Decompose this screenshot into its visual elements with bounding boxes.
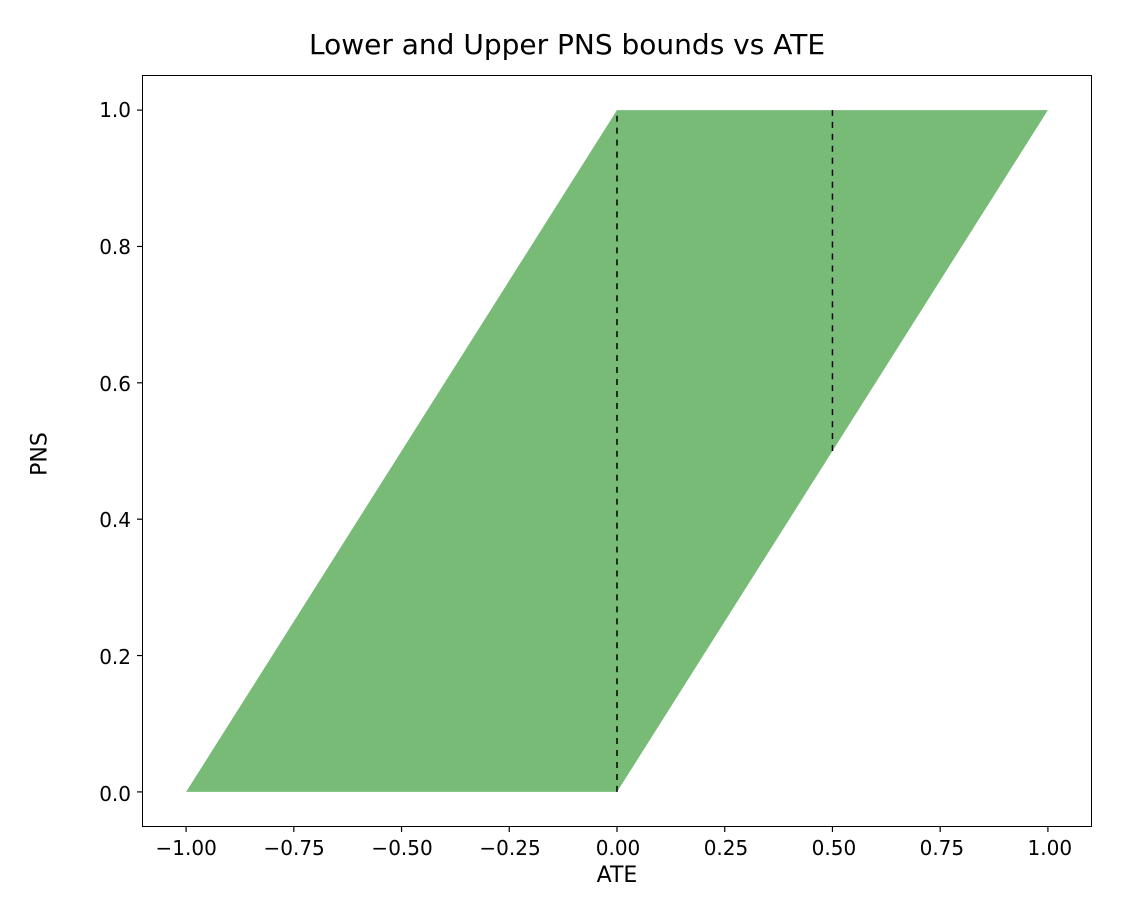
xtick-label: 0.25 (704, 836, 749, 860)
ytick-label: 0.2 (99, 645, 131, 669)
x-axis-label: ATE (597, 863, 638, 888)
ytick-label: 0.4 (99, 508, 131, 532)
xtick-label: −0.75 (263, 836, 324, 860)
figure: Lower and Upper PNS bounds vs ATE −1.00−… (0, 0, 1134, 908)
xtick-label: 0.50 (812, 836, 857, 860)
xtick-label: 0.75 (920, 836, 965, 860)
xtick-label: −0.25 (479, 836, 540, 860)
y-axis-label: PNS (28, 432, 53, 476)
ytick-label: 1.0 (99, 98, 131, 122)
ytick-label: 0.8 (99, 235, 131, 259)
xtick-label: −0.50 (371, 836, 432, 860)
xtick-label: 1.00 (1028, 836, 1073, 860)
chart-title: Lower and Upper PNS bounds vs ATE (0, 28, 1134, 61)
plot-area: −1.00−0.75−0.50−0.250.000.250.500.751.00… (142, 75, 1092, 827)
xtick-label: −1.00 (156, 836, 217, 860)
labels-layer: −1.00−0.75−0.50−0.250.000.250.500.751.00… (143, 76, 1091, 826)
ytick-label: 0.6 (99, 372, 131, 396)
xtick-label: 0.00 (596, 836, 641, 860)
ytick-label: 0.0 (99, 782, 131, 806)
